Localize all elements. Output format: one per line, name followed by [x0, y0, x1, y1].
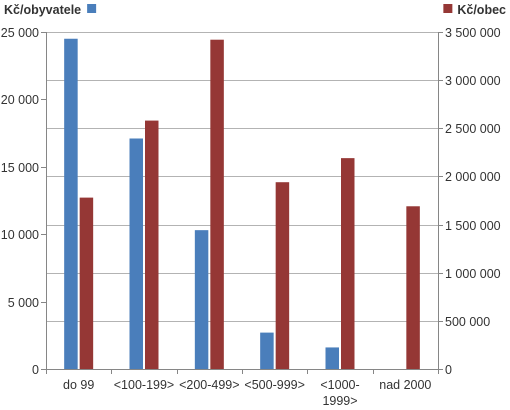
category-label: <100-199>	[114, 378, 174, 392]
right-tick-label: 0	[445, 363, 452, 377]
bar-kc-obec	[406, 206, 420, 369]
left-tick-label: 15 000	[1, 161, 39, 175]
right-tick-label: 1 500 000	[445, 219, 501, 233]
gridlines	[46, 32, 438, 322]
category-label: nad 2000	[379, 378, 431, 392]
right-tick-label: 2 000 000	[445, 170, 501, 184]
bar-kc-obec	[341, 158, 355, 369]
legend-swatch-kc-obec	[443, 4, 453, 13]
right-axis-ticks: 0 500 000 1 000 000 1 500 000 2 000 000 2 500…	[438, 26, 501, 377]
category-label: <500-999>	[244, 378, 304, 392]
right-tick-label: 2 500 000	[445, 122, 501, 136]
bar-kc-obec	[275, 182, 290, 369]
bar-kc-obec	[79, 197, 94, 369]
legend-label-kc-obec: Kč/obec	[457, 3, 506, 17]
left-axis-ticks: 0 5 000 10 000 15 000 20 000 25 000	[1, 26, 46, 377]
legend-label-kc-obyvatele: Kč/obyvatele	[4, 3, 81, 17]
left-tick-label: 10 000	[1, 228, 39, 242]
bar-kc-obyvatele	[194, 230, 209, 369]
category-label: <1000-1999>	[320, 378, 359, 408]
right-tick-label: 3 500 000	[445, 26, 501, 40]
bar-kc-obec	[145, 120, 159, 369]
category-label: <200-499>	[179, 378, 239, 392]
left-tick-label: 25 000	[1, 26, 39, 40]
bar-kc-obec	[210, 39, 224, 370]
bar-kc-obyvatele	[325, 347, 339, 369]
left-tick-label: 5 000	[8, 296, 39, 310]
right-tick-label: 500 000	[445, 315, 490, 329]
left-tick-label: 0	[32, 363, 39, 377]
category-labels: do 99 <100-199> <200-499> <500-999> <1000-19…	[46, 369, 439, 408]
right-tick-label: 3 000 000	[445, 74, 501, 88]
category-label: do 99	[63, 378, 94, 392]
axes	[46, 32, 439, 370]
bar-kc-obyvatele	[64, 38, 78, 370]
bars	[64, 38, 420, 370]
bar-kc-obyvatele	[129, 138, 143, 369]
legend: Kč/obyvatele Kč/obec	[4, 3, 506, 17]
left-tick-label: 20 000	[1, 93, 39, 107]
right-tick-label: 1 000 000	[445, 267, 501, 281]
legend-swatch-kc-obyvatele	[87, 4, 97, 13]
bar-kc-obyvatele	[260, 332, 274, 369]
